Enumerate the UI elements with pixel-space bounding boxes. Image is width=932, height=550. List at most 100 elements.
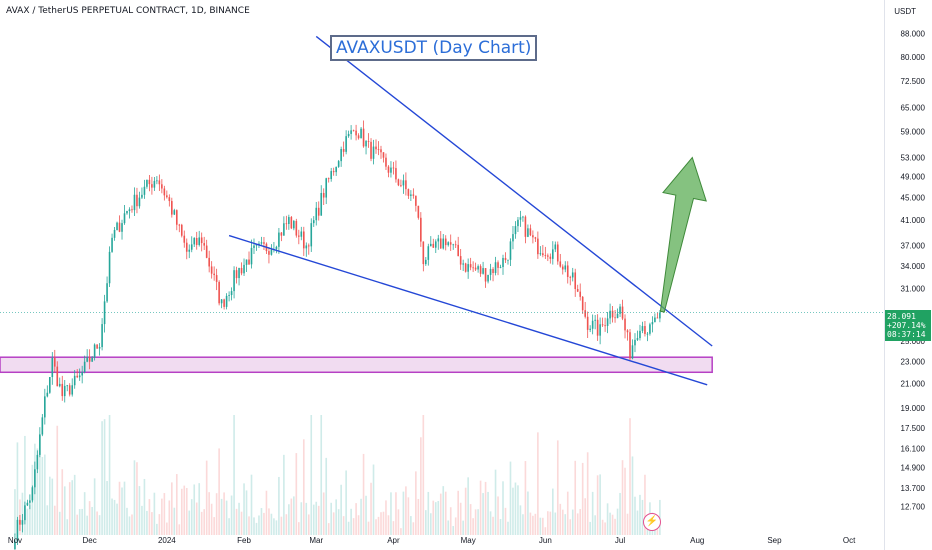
candle-body [405,180,407,190]
y-tick-label: 45.000 [901,193,926,202]
candle-body [601,324,604,326]
candle-body [639,330,641,339]
volume-bar [238,502,240,535]
volume-bar [559,503,562,535]
candle-body [611,310,614,318]
x-tick-label: Oct [843,536,856,545]
volume-bar [253,517,255,535]
volume-bar [158,514,161,535]
volume-bar [263,512,265,535]
candle-body [444,238,447,246]
candle-body [21,520,24,525]
candle-body [103,301,106,325]
candle-body [584,310,586,317]
last-price-change: +207.14% [887,321,926,330]
volume-bar [173,507,176,535]
candle-body [141,194,143,198]
volume-bar [566,491,569,535]
y-tick-label: 17.500 [901,424,926,433]
candle-body [352,130,355,132]
x-tick-label: Mar [309,536,323,545]
volume-bar [315,501,318,535]
candle-body [365,141,367,147]
volume-bar [400,528,402,535]
candle-body [554,244,557,250]
volume-bar [93,478,96,535]
candle-body [158,180,161,185]
candle-body [509,241,512,260]
volume-bar [168,500,171,535]
candle-body [258,243,260,245]
volume-bar [161,498,163,535]
volume-bar [629,418,631,535]
candle-body [646,333,649,335]
candle-body [151,184,153,188]
volume-bar [310,415,313,535]
volume-bar [86,515,88,535]
volume-bar [220,498,223,535]
candle-body [437,238,440,242]
volume-bar [569,519,572,535]
volume-bar [452,526,455,535]
volume-bar [532,515,534,535]
volume-bar [644,474,646,535]
volume-bar [96,511,98,535]
y-tick-label: 88.000 [901,30,926,39]
volume-bar [534,513,537,535]
x-tick-label: Nov [8,536,22,545]
candle-body [390,167,392,173]
volume-bar [457,490,459,535]
volume-bar [522,514,524,535]
candle-body [68,385,71,395]
candle-body [385,157,387,167]
volume-bar [512,487,514,535]
volume-bar [636,510,639,535]
time-axis: Nov Dec 2024 Feb Mar Apr May Jun Jul Aug Sep Oct [8,536,856,545]
y-tick-label: 31.000 [901,285,926,294]
candle-body [193,237,196,245]
candle-body [71,385,74,395]
volume-bar [596,475,599,535]
price-axis[interactable]: USDT 88.000 80.000 72.500 65.000 59.000 53.00… [884,0,932,550]
volume-bar [141,505,143,535]
candle-body [375,146,377,150]
candle-body [432,243,435,248]
candle-body [253,245,255,248]
volume-bar [21,492,24,535]
candle-body [320,192,323,216]
volume-bar [626,513,629,535]
volume-bar [337,509,340,535]
volume-bar [362,453,365,535]
candle-body [589,328,591,330]
volume-bar [502,481,504,535]
volume-bar [171,482,173,535]
volume-bar [41,456,44,535]
candle-body [275,246,278,250]
volume-bar [305,502,308,535]
volume-bar [98,515,101,535]
volume-bar [469,504,472,535]
candle-body [263,242,265,244]
candle-body [397,179,400,186]
candle-body [609,310,611,319]
candle-body [641,326,644,331]
candle-body [126,211,128,214]
lightning-icon[interactable]: ⚡ [643,513,661,531]
volume-bar [564,514,567,535]
candle-body [507,259,509,261]
volume-bar [524,461,527,535]
volume-bar [410,516,412,535]
volume-bar [302,439,305,535]
candle-body [487,274,489,282]
candle-body [335,166,337,173]
candle-body [44,396,46,418]
y-tick-label: 72.500 [901,77,926,86]
volume-bar [283,454,285,535]
candle-body [537,238,539,255]
candle-body [278,232,280,247]
candle-body [315,207,318,221]
candle-body [616,313,619,319]
candle-body [367,141,370,142]
candle-body [395,168,397,180]
